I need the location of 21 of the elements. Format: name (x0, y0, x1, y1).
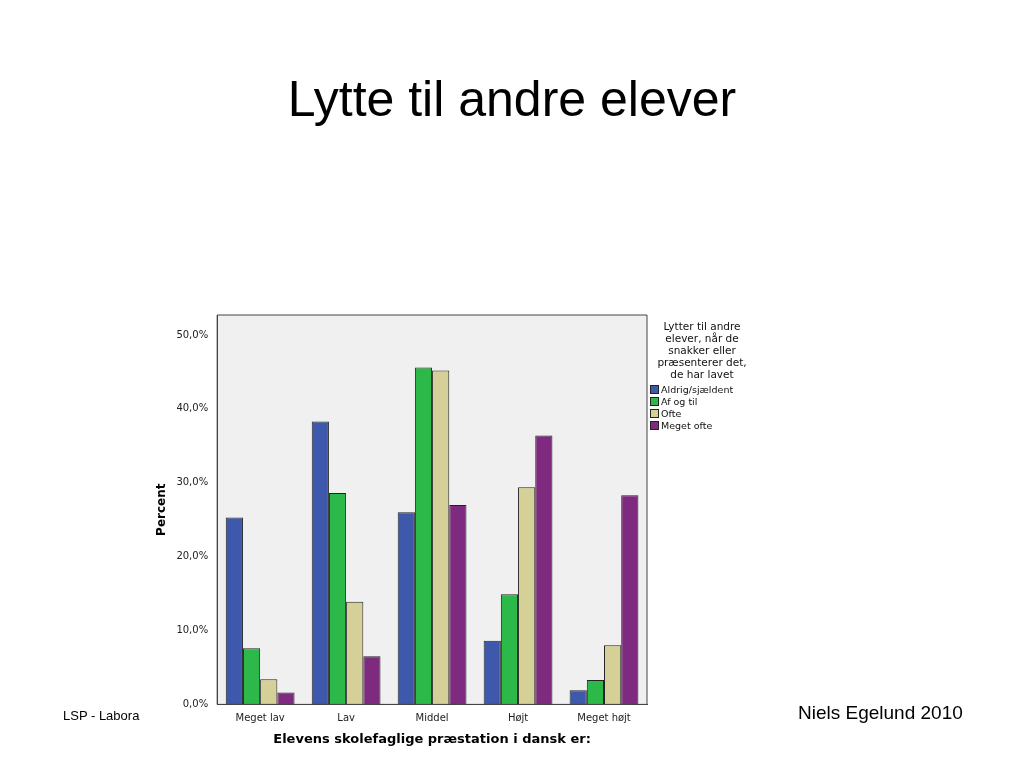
y-tick-label: 50,0% (176, 328, 209, 340)
text: LSP - Labora (63, 708, 140, 723)
y-axis-title: Percent (154, 483, 169, 536)
chart-title: Lytte til andre elever (286, 70, 738, 128)
y-tick-label: 20,0% (176, 550, 209, 562)
legend-label: Ofte (661, 407, 682, 419)
x-axis-title: Elevens skolefaglige præstation i dansk er: (273, 730, 591, 746)
x-tick-label: Lav (337, 711, 355, 723)
x-tick-label: Meget lav (235, 711, 285, 723)
y-tick-label: 10,0% (176, 624, 209, 636)
x-tick-label: Højt (507, 711, 529, 723)
x-tick-label: Middel (415, 711, 449, 723)
y-tick-label: 40,0% (176, 402, 209, 414)
y-tick-label: 30,0% (176, 476, 209, 488)
legend-label: Meget ofte (661, 419, 713, 431)
legend-title: Lytter til andre elever, når de snakker eller præsenterer det, de har lavet (656, 320, 748, 380)
text: Niels Egelund 2010 (798, 702, 963, 724)
legend-label: Aldrig/sjældent (661, 383, 734, 395)
legend-label: Af og til (661, 395, 698, 407)
y-tick-label: 0,0% (182, 697, 209, 709)
x-tick-label: Meget højt (577, 711, 631, 723)
